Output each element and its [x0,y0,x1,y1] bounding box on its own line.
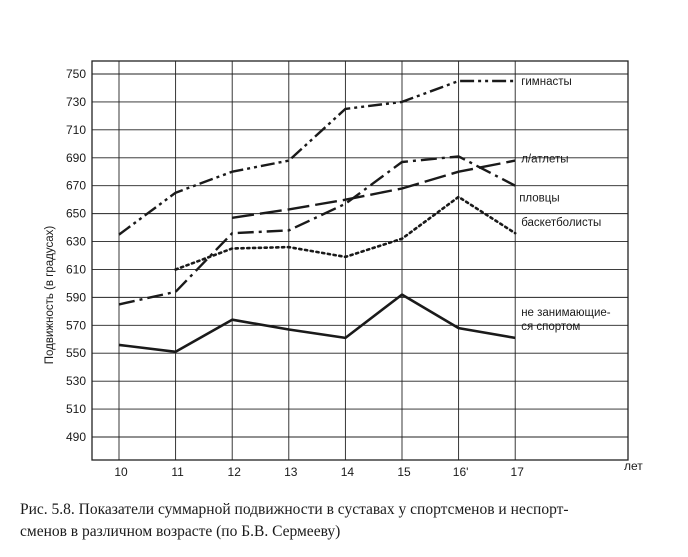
y-tick-label: 670 [66,179,86,193]
series-label-athletes: л/атлеты [521,154,568,166]
figure-caption: Рис. 5.8. Показатели суммарной подвижнос… [20,499,680,543]
x-tick-label: 17 [511,465,525,479]
caption-line-2: сменов в различном возрасте (по Б.В. Сер… [20,523,341,540]
y-tick-label: 550 [66,346,86,360]
x-tick-label: 12 [228,465,242,479]
series-line-athletes [232,159,516,219]
y-tick-label: 570 [66,318,86,332]
labels: 490 510 530 550 570 590 610 630 650 670 690 710 730 7… [44,67,643,479]
y-tick-label: 690 [66,151,86,165]
caption-line-1: Рис. 5.8. Показатели суммарной подвижнос… [20,501,569,518]
y-tick-label: 730 [66,95,86,109]
y-tick-label: 750 [66,67,86,81]
x-tick-label: 15 [397,465,411,479]
series-label-swimmers: пловцы [519,193,559,205]
grid [91,60,629,461]
series-label-basketball: баскетболисты [521,217,601,229]
series-line-basketball [174,195,517,271]
y-tick-label: 490 [66,430,86,444]
y-tick-label: 630 [66,235,86,249]
y-axis-label: Подвижность (в градусах) [44,226,56,365]
y-tick-label: 510 [66,402,86,416]
series-line-non-athletes [118,293,516,354]
x-tick-label: 16' [453,465,469,479]
series-line-gymnasts [118,79,516,236]
series-label-gymnasts: гимнасты [521,76,572,88]
x-tick-label: 13 [284,465,298,479]
plot-frame [91,60,629,461]
series-line-swimmers [118,155,516,306]
y-tick-label: 710 [66,123,86,137]
x-axis-label: лет [624,459,643,473]
y-tick-label: 610 [66,262,86,276]
series-label-non-athletes: не занимающие-ся спортом [521,307,611,333]
series-lines [118,79,517,354]
x-tick-label: 10 [114,465,128,479]
y-tick-label: 590 [66,290,86,304]
chart-svg: 490 510 530 550 570 590 610 630 650 670 690 710 730 7… [44,60,643,479]
x-tick-label: 11 [171,465,184,479]
x-tick-label: 14 [341,465,355,479]
y-tick-label: 650 [66,207,86,221]
y-tick-label: 530 [66,374,86,388]
